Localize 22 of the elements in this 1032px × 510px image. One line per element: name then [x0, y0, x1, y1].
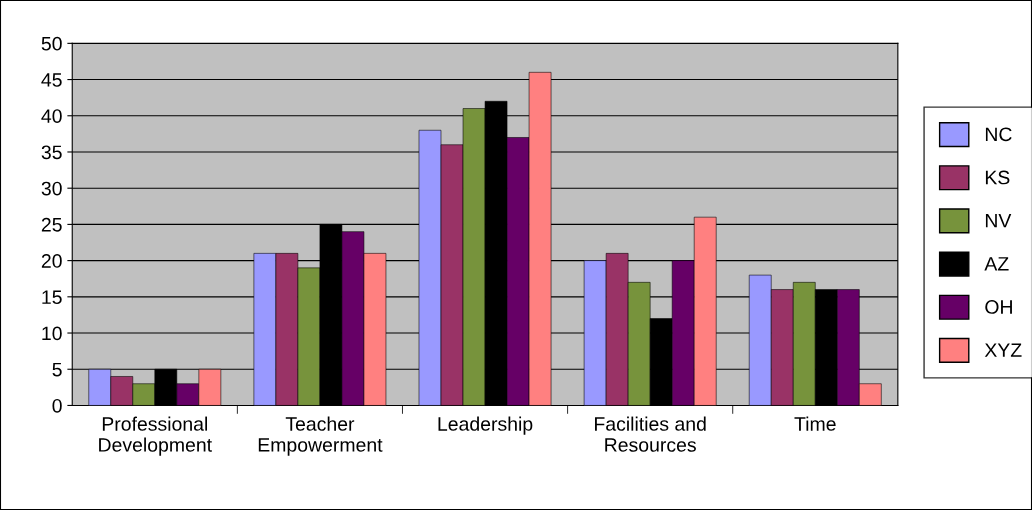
y-tick-label: 50 — [41, 36, 62, 51]
x-tick-label: Facilities and Resources — [595, 416, 706, 452]
legend-label: AZ — [984, 257, 1009, 271]
y-tick-label: 15 — [42, 290, 62, 305]
legend-label: NV — [985, 213, 1012, 228]
legend-label: KS — [985, 170, 1010, 185]
y-tick-label: 40 — [41, 109, 62, 124]
y-tick-label: 20 — [41, 254, 62, 268]
y-tick-label: 0 — [52, 398, 62, 413]
x-tick-label: Professional Development — [99, 416, 212, 456]
y-tick-label: 25 — [41, 217, 62, 232]
legend-label: OH — [985, 300, 1012, 314]
y-tick-label: 30 — [41, 181, 62, 196]
y-tick-label: 10 — [42, 326, 62, 341]
legend-label: NC — [985, 127, 1012, 142]
y-tick-label: 35 — [41, 145, 62, 160]
x-tick-label: Leadership — [438, 416, 533, 435]
y-tick-label: 45 — [41, 73, 62, 87]
x-tick-label: Time — [794, 416, 836, 431]
y-tick-label: 5 — [52, 362, 62, 377]
x-tick-label: Teacher Empowerment — [258, 416, 383, 456]
legend-label: XYZ — [984, 343, 1022, 357]
